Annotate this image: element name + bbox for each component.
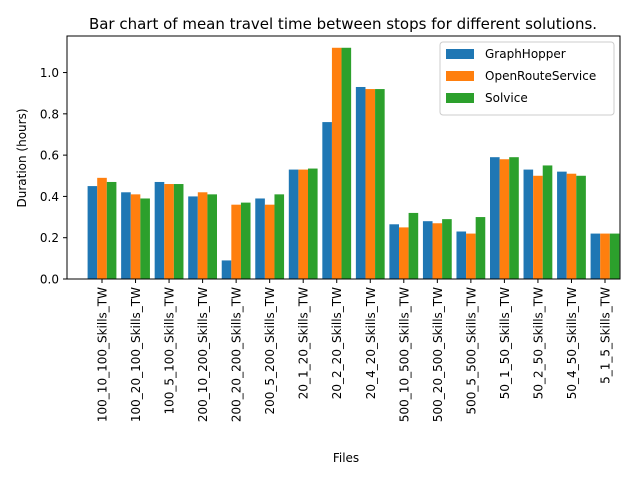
legend: GraphHopper OpenRouteService Solvice: [439, 41, 615, 116]
bar-graphhopper-13: [523, 169, 534, 279]
y-tick-label: 0.6: [40, 149, 59, 163]
legend-swatch-solvice: [446, 93, 474, 103]
bar-graphhopper-8: [355, 86, 366, 280]
bar-graphhopper-11: [456, 231, 467, 279]
plot-frame: [66, 35, 621, 280]
bar-openrouteservice-1: [130, 194, 141, 279]
x-tick-label: 20_1_20_Skills_TW: [297, 287, 311, 399]
bar-openrouteservice-7: [331, 47, 342, 279]
x-tick-label: 200_5_200_Skills_TW: [263, 287, 277, 415]
bar-openrouteservice-4: [231, 204, 241, 279]
bar-openrouteservice-13: [533, 175, 543, 279]
bar-openrouteservice-12: [499, 159, 510, 279]
bar-solvice-11: [475, 217, 486, 279]
bar-graphhopper-12: [490, 157, 500, 279]
bar-graphhopper-9: [389, 224, 399, 279]
x-axis: 100_10_100_Skills_TW 100_20_100_Skills_TW…: [96, 279, 613, 422]
bar-openrouteservice-11: [466, 233, 476, 279]
bar-solvice-1: [140, 198, 150, 279]
x-tick-label: 50_1_50_Skills_TW: [498, 287, 512, 399]
bar-openrouteservice-0: [97, 177, 107, 279]
bar-graphhopper-0: [87, 186, 98, 279]
bar-openrouteservice-6: [298, 169, 308, 279]
bar-graphhopper-7: [322, 122, 332, 279]
legend-swatch-openrouteservice: [446, 71, 474, 81]
bar-solvice-4: [240, 202, 251, 279]
x-tick-label: 200_10_200_Skills_TW: [196, 287, 210, 422]
x-tick-label: 20_4_20_Skills_TW: [364, 287, 378, 399]
chart-title: Bar chart of mean travel time between st…: [89, 15, 597, 33]
bar-solvice-2: [173, 184, 184, 279]
bar-solvice-5: [274, 194, 285, 279]
bar-graphhopper-1: [121, 192, 131, 279]
y-tick-label: 0.8: [40, 107, 59, 121]
x-tick-label: 100_10_100_Skills_TW: [96, 287, 110, 422]
bar-graphhopper-2: [154, 181, 165, 279]
bar-openrouteservice-3: [197, 192, 208, 279]
bar-solvice-12: [509, 157, 519, 279]
x-tick-label: 5_1_5_Skills_TW: [599, 287, 613, 384]
legend-frame: [439, 41, 615, 116]
bar-openrouteservice-2: [164, 184, 174, 279]
x-axis-label: Files: [333, 451, 359, 465]
bar-openrouteservice-5: [264, 204, 275, 279]
bar-solvice-0: [106, 181, 117, 279]
y-tick-label: 1.0: [40, 66, 59, 80]
bar-openrouteservice-8: [365, 89, 376, 279]
x-tick-label: 500_20_500_Skills_TW: [431, 287, 445, 422]
x-tick-label: 200_20_200_Skills_TW: [230, 287, 244, 422]
x-tick-label: 100_20_100_Skills_TW: [129, 287, 143, 422]
y-tick-label: 0.0: [40, 273, 59, 287]
bar-solvice-3: [207, 194, 217, 279]
bar-graphhopper-3: [188, 196, 198, 279]
bar-solvice-13: [542, 165, 553, 279]
bar-solvice-6: [308, 168, 318, 279]
bar-graphhopper-15: [590, 233, 601, 279]
x-tick-label: 20_2_20_Skills_TW: [330, 287, 344, 399]
y-tick-label: 0.4: [40, 190, 59, 204]
bar-openrouteservice-15: [600, 233, 610, 279]
x-tick-label: 50_2_50_Skills_TW: [531, 287, 545, 399]
y-axis: 0.0 0.2 0.4 0.6 0.8 1.0: [40, 66, 67, 287]
x-tick-label: 100_5_100_Skills_TW: [163, 287, 177, 415]
x-tick-label: 500_10_500_Skills_TW: [397, 287, 411, 422]
bar-openrouteservice-14: [566, 173, 577, 279]
bar-graphhopper-10: [422, 221, 433, 279]
bar-solvice-9: [408, 212, 419, 279]
legend-label-openrouteservice: OpenRouteService: [485, 69, 596, 83]
bar-solvice-7: [341, 47, 352, 279]
bar-openrouteservice-9: [399, 227, 409, 279]
y-axis-label: Duration (hours): [15, 108, 29, 207]
legend-label-graphhopper: GraphHopper: [485, 47, 566, 61]
bar-graphhopper-6: [288, 169, 299, 279]
bar-solvice-8: [375, 89, 385, 279]
x-tick-label: 50_4_50_Skills_TW: [565, 287, 579, 399]
bar-solvice-15: [609, 233, 620, 279]
bar-openrouteservice-10: [432, 223, 443, 279]
y-tick-label: 0.2: [40, 231, 59, 245]
bar-graphhopper-5: [255, 198, 265, 279]
legend-swatch-graphhopper: [446, 49, 474, 59]
bar-graphhopper-4: [221, 260, 232, 279]
bar-solvice-10: [442, 219, 452, 279]
legend-label-solvice: Solvice: [485, 91, 528, 105]
bar-graphhopper-14: [557, 171, 567, 279]
x-tick-label: 500_5_500_Skills_TW: [464, 287, 478, 415]
bar-solvice-14: [576, 175, 586, 279]
bars-group: [87, 47, 620, 280]
